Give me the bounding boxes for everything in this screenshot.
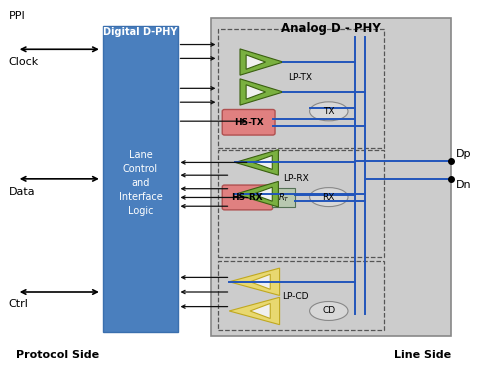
Text: $R_T$: $R_T$ bbox=[278, 192, 289, 204]
Polygon shape bbox=[235, 150, 278, 175]
Polygon shape bbox=[229, 297, 279, 325]
Bar bbox=[218, 150, 384, 257]
Text: Clock: Clock bbox=[9, 57, 39, 67]
Ellipse shape bbox=[310, 102, 348, 121]
Polygon shape bbox=[253, 187, 272, 201]
Text: RX: RX bbox=[323, 193, 335, 201]
Polygon shape bbox=[240, 49, 283, 75]
Polygon shape bbox=[240, 79, 283, 105]
Polygon shape bbox=[250, 274, 270, 289]
Text: HS-TX: HS-TX bbox=[234, 118, 264, 127]
Polygon shape bbox=[250, 303, 270, 319]
Bar bbox=[218, 261, 384, 330]
FancyBboxPatch shape bbox=[222, 110, 275, 135]
Text: HS-RX: HS-RX bbox=[231, 193, 264, 202]
Bar bbox=[272, 188, 295, 207]
Polygon shape bbox=[246, 85, 265, 99]
Text: TX: TX bbox=[323, 107, 335, 116]
Text: LP-TX: LP-TX bbox=[288, 73, 312, 81]
Text: Lane
Control
and
Interface
Logic: Lane Control and Interface Logic bbox=[119, 150, 162, 215]
Text: Dn: Dn bbox=[456, 180, 472, 191]
Text: Protocol Side: Protocol Side bbox=[16, 350, 99, 360]
Polygon shape bbox=[229, 268, 279, 296]
Polygon shape bbox=[246, 55, 265, 69]
Text: Data: Data bbox=[9, 187, 35, 197]
Text: CD: CD bbox=[322, 307, 336, 315]
Text: PPI: PPI bbox=[9, 11, 25, 22]
Text: Dp: Dp bbox=[456, 149, 471, 159]
FancyBboxPatch shape bbox=[222, 185, 273, 210]
Text: Analog D - PHY: Analog D - PHY bbox=[281, 22, 381, 35]
Ellipse shape bbox=[310, 188, 348, 207]
Text: Digital D-PHY: Digital D-PHY bbox=[103, 27, 178, 37]
Text: Ctrl: Ctrl bbox=[9, 299, 28, 309]
Text: LP-CD: LP-CD bbox=[282, 292, 309, 301]
Polygon shape bbox=[253, 155, 272, 169]
Polygon shape bbox=[235, 181, 278, 207]
Text: LP-RX: LP-RX bbox=[283, 174, 309, 183]
Bar bbox=[211, 18, 451, 336]
Bar bbox=[218, 29, 384, 148]
Bar bbox=[103, 26, 178, 332]
Text: Line Side: Line Side bbox=[394, 350, 451, 360]
Ellipse shape bbox=[310, 301, 348, 320]
